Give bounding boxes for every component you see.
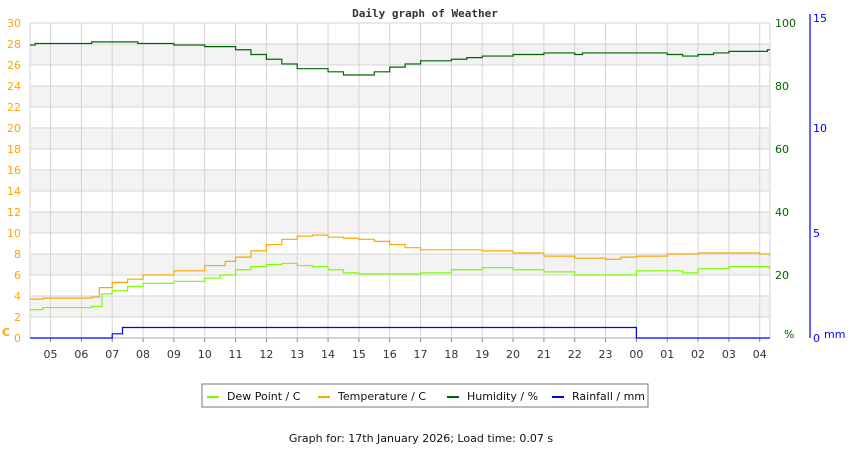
grid-band xyxy=(30,296,770,317)
y-tick-label: 20 xyxy=(7,122,21,135)
humidity-axis-unit: % xyxy=(784,328,794,341)
x-tick-label: 16 xyxy=(383,348,397,361)
x-tick-label: 11 xyxy=(229,348,243,361)
y-tick-label: 6 xyxy=(14,269,21,282)
rain-tick-label: 15 xyxy=(813,12,827,25)
y-tick-label: 4 xyxy=(14,290,21,303)
y-tick-label: 12 xyxy=(7,206,21,219)
x-tick-label: 19 xyxy=(475,348,489,361)
legend-label: Rainfall / mm xyxy=(572,390,645,403)
humidity-tick-label: 80 xyxy=(775,80,789,93)
x-tick-label: 18 xyxy=(444,348,458,361)
x-tick-label: 15 xyxy=(352,348,366,361)
series-line-rainfall xyxy=(30,326,770,339)
humidity-tick-label: 60 xyxy=(775,143,789,156)
y-tick-label: 28 xyxy=(7,38,21,51)
grid-band xyxy=(30,254,770,275)
x-tick-label: 05 xyxy=(44,348,58,361)
rain-tick-label: 10 xyxy=(813,122,827,135)
x-tick-label: 23 xyxy=(599,348,613,361)
y-tick-label: 2 xyxy=(14,311,21,324)
grid-band xyxy=(30,128,770,149)
x-tick-label: 21 xyxy=(537,348,551,361)
x-tick-label: 20 xyxy=(506,348,520,361)
legend-label: Dew Point / C xyxy=(227,390,301,403)
x-tick-label: 00 xyxy=(629,348,643,361)
x-tick-label: 13 xyxy=(290,348,304,361)
y-tick-label: 30 xyxy=(7,17,21,30)
legend-label: Humidity / % xyxy=(467,390,538,403)
humidity-tick-label: 40 xyxy=(775,206,789,219)
series-line-humidity xyxy=(30,41,770,76)
series-line-temperature xyxy=(30,234,771,300)
humidity-tick-label: 100 xyxy=(775,17,796,30)
grid-band xyxy=(30,86,770,107)
y-tick-label: 22 xyxy=(7,101,21,114)
x-tick-label: 07 xyxy=(105,348,119,361)
left-axis-unit: C xyxy=(2,326,10,339)
legend-label: Temperature / C xyxy=(337,390,426,403)
x-tick-label: 08 xyxy=(136,348,150,361)
y-tick-label: 0 xyxy=(14,332,21,345)
chart-footer: Graph for: 17th January 2026; Load time:… xyxy=(289,432,553,445)
x-tick-label: 12 xyxy=(259,348,273,361)
x-tick-label: 02 xyxy=(691,348,705,361)
x-tick-label: 03 xyxy=(722,348,736,361)
grid-band xyxy=(30,212,770,233)
rain-axis-unit: mm xyxy=(824,328,845,341)
y-tick-label: 26 xyxy=(7,59,21,72)
x-tick-label: 10 xyxy=(198,348,212,361)
rain-tick-label: 5 xyxy=(813,227,820,240)
x-tick-label: 14 xyxy=(321,348,335,361)
x-tick-label: 22 xyxy=(568,348,582,361)
y-tick-label: 10 xyxy=(7,227,21,240)
grid-band xyxy=(30,170,770,191)
rain-tick-label: 0 xyxy=(813,332,820,345)
humidity-tick-label: 20 xyxy=(775,269,789,282)
x-tick-label: 01 xyxy=(660,348,674,361)
y-tick-label: 24 xyxy=(7,80,21,93)
chart-title: Daily graph of Weather xyxy=(352,7,498,20)
y-tick-label: 14 xyxy=(7,185,21,198)
x-tick-label: 04 xyxy=(753,348,767,361)
grid-band xyxy=(30,44,770,65)
y-tick-label: 16 xyxy=(7,164,21,177)
legend: Dew Point / C Temperature / C Humidity / %… xyxy=(201,383,649,408)
y-tick-label: 8 xyxy=(14,248,21,261)
x-tick-label: 06 xyxy=(74,348,88,361)
x-tick-label: 09 xyxy=(167,348,181,361)
series-line-dew xyxy=(30,262,771,311)
x-tick-label: 17 xyxy=(414,348,428,361)
y-tick-label: 18 xyxy=(7,143,21,156)
